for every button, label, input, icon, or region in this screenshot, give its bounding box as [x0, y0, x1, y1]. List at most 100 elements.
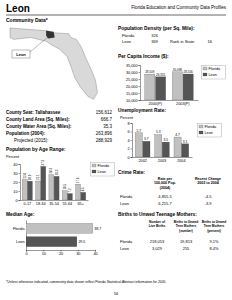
bars [26, 223, 93, 246]
tick-mark [19, 164, 21, 165]
bar [143, 141, 150, 157]
chart: Population by Age Range:Percent010203040… [6, 147, 115, 206]
tick: 2003 [158, 157, 166, 163]
tick-label: 0 [15, 199, 17, 203]
rank-value: 16 [208, 39, 213, 44]
tick: 15,000 [126, 92, 140, 96]
data-label: 17.6 [76, 177, 80, 183]
data-label: 10.5 [63, 184, 67, 190]
data-label: 28.3 [49, 168, 53, 174]
fact-value: 156,612 [96, 110, 113, 115]
tick: 0 [127, 156, 132, 160]
tick: 35-54 [49, 200, 59, 206]
x-axis: 0-1718-3435-5455-6465+ [21, 200, 89, 206]
tick-label: 0 [127, 156, 129, 160]
fact-label: County Water Area (Sq. Miles): [6, 124, 72, 129]
footnote: *Unless otherwise indicated, community d… [6, 280, 166, 284]
tick-label: 25,000 [126, 78, 138, 82]
legend: FloridaLeon [198, 124, 222, 138]
page-number: 56 [114, 291, 119, 296]
column-header: (2004) [160, 186, 171, 190]
cell: -3.9 [205, 201, 213, 206]
y-axis: Florida Leon [13, 221, 27, 251]
axis-line [131, 124, 133, 158]
cell: 218,053 [150, 239, 165, 244]
chart: Per Capita Income ($):10,00015,00020,000… [118, 54, 226, 106]
legend-swatch [199, 125, 203, 128]
tick-label: 30 [13, 172, 17, 176]
legend-label: Florida [205, 125, 217, 129]
bar [145, 74, 155, 100]
bar [36, 181, 41, 200]
tick: 0 [25, 250, 27, 256]
data-label: 20.9 [28, 174, 32, 180]
tick-mark [139, 86, 141, 87]
legend-label: Leon [209, 73, 217, 77]
section-title: Community Data* [6, 17, 48, 23]
bar [155, 77, 165, 100]
tick-mark [139, 100, 141, 101]
tick-mark [19, 182, 21, 183]
tick: 20,000 [126, 85, 140, 89]
column-header: (percent) [207, 229, 221, 233]
tick-mark [131, 132, 133, 133]
data-label: 38.7 [94, 227, 101, 231]
tick-label: 6 [127, 130, 129, 134]
tick: 30 [13, 172, 20, 176]
legend-swatch [92, 170, 96, 173]
legend-swatch [203, 73, 207, 76]
tick-label: 40 [93, 252, 97, 256]
tick-label: 65+ [77, 202, 84, 206]
x-axis: 200220032004 [133, 157, 193, 163]
county-facts: County Seat: Tallahassee156,612County La… [6, 110, 112, 143]
chart-title: Per Capita Income ($): [118, 54, 169, 59]
footer: *Unless otherwise indicated, community d… [6, 280, 166, 296]
bar [76, 184, 81, 200]
tick: 2002 [138, 157, 146, 163]
fact-label: County Seat: Tallahassee [6, 110, 61, 115]
tick: 30 [76, 250, 80, 256]
legend-swatch [199, 131, 203, 134]
data-label: 21.1 [36, 174, 40, 180]
tick-label: Leon [16, 240, 24, 244]
tick-mark [131, 157, 133, 158]
fact-value: 263,896 [96, 131, 113, 136]
tick-label: 10 [13, 190, 17, 194]
axis-line [139, 66, 141, 101]
fact-value: 35.3 [103, 124, 112, 129]
row-label: Leon [120, 201, 129, 206]
axis-title: Percent [6, 155, 20, 159]
tick-label: 18-34 [36, 202, 46, 206]
bar [26, 237, 77, 247]
axis-title: Percent [120, 116, 134, 120]
column-header: 2003 to 2004 [197, 181, 218, 185]
legend-box [91, 163, 115, 177]
bar [27, 181, 32, 200]
cell: 19,813 [180, 239, 193, 244]
header: LeonFlorida Education and Community Data… [6, 3, 227, 23]
data-label: 5.3 [156, 130, 161, 134]
row-label: Leon [120, 246, 129, 251]
tick-label: 20 [59, 252, 63, 256]
bar [174, 137, 181, 157]
tick: 10 [13, 190, 20, 194]
fact-value: 666.7 [101, 117, 113, 122]
tick-mark [139, 65, 141, 66]
tick-label: 2003(P) [176, 102, 190, 106]
cell: 8.4% [209, 246, 219, 251]
data-label: 37.3 [41, 159, 45, 165]
map-pointer [30, 37, 48, 52]
tick: Leon [16, 240, 26, 244]
bars [22, 166, 85, 200]
data-label: 26.3 [55, 169, 59, 175]
tick: Florida [13, 227, 26, 231]
table: Crime Rate:Rate per100,000 Pop.(2004)Rec… [118, 170, 221, 206]
county-name: Leon [6, 3, 30, 14]
tick-label: 2000(P) [148, 102, 162, 106]
bar [183, 74, 193, 100]
cell: 255 [183, 246, 190, 251]
bar [62, 191, 67, 200]
bar [54, 176, 59, 200]
tick: 10 [42, 250, 46, 256]
data-label: 28,556 [184, 70, 194, 74]
